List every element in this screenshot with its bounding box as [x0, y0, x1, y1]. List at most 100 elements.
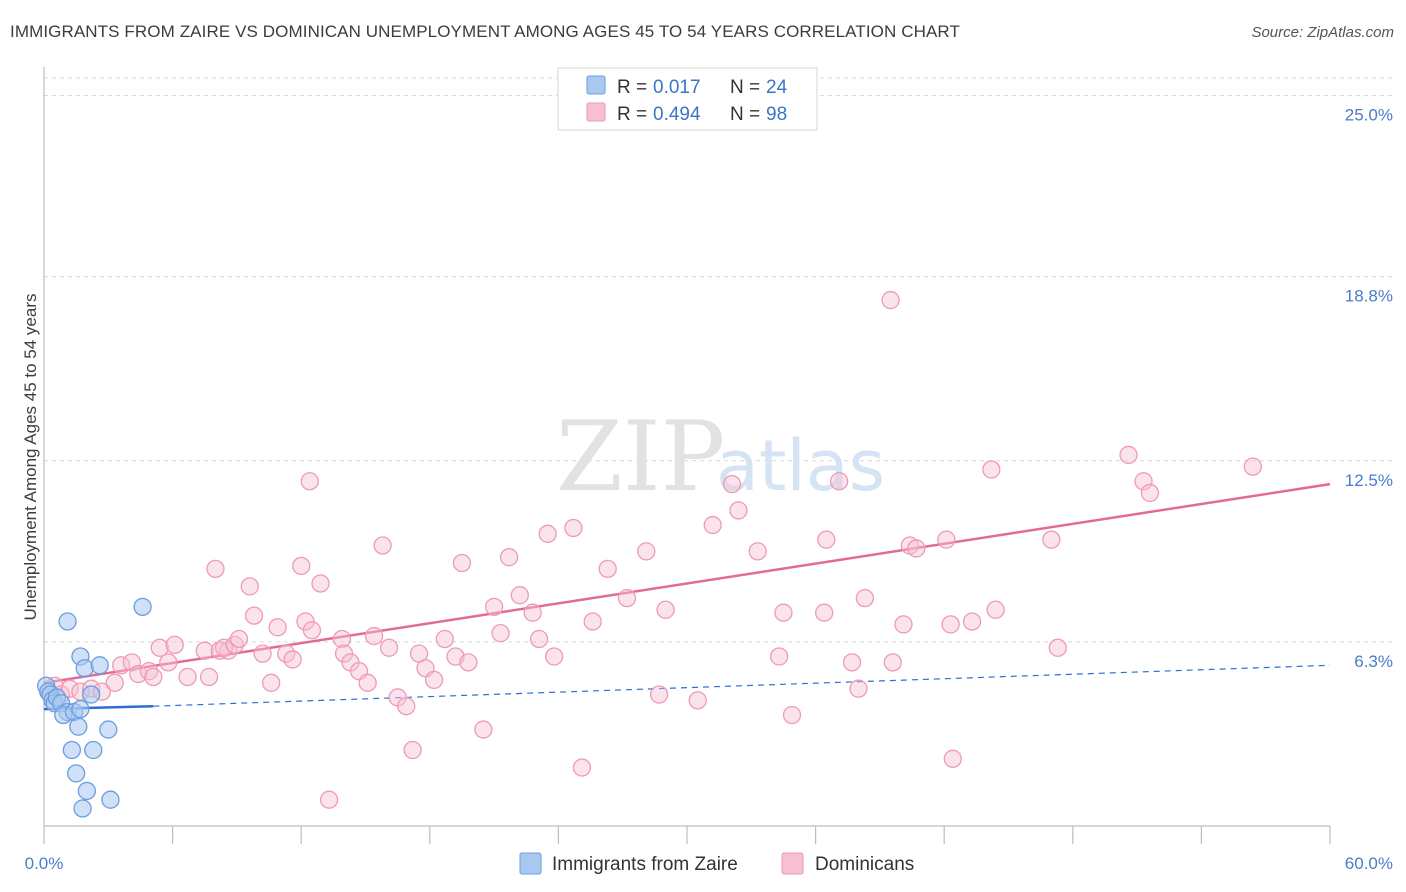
data-point-zaire [69, 717, 88, 736]
data-point-dominicans [722, 474, 742, 494]
data-point-zaire [67, 764, 86, 783]
data-point-dominicans [229, 629, 249, 649]
data-point-dominicans [1048, 638, 1067, 657]
data-point-dominicans [112, 656, 131, 675]
data-point-zaire [71, 699, 90, 719]
data-point-dominicans [283, 650, 302, 669]
data-point-dominicans [300, 472, 319, 491]
data-point-dominicans [849, 679, 868, 698]
data-point-dominicans [268, 618, 287, 637]
data-point-dominicans [397, 697, 416, 716]
data-point-dominicans [122, 653, 142, 672]
data-point-dominicans [332, 629, 352, 649]
data-point-dominicans [129, 664, 148, 684]
y-tick-label: 18.8% [1345, 287, 1393, 306]
data-point-dominicans [459, 653, 478, 672]
data-point-zaire [82, 685, 101, 704]
legend-n-label-zaire: N = [730, 77, 760, 98]
bottom-legend-label-zaire: Immigrants from Zaire [552, 854, 738, 875]
data-point-dominicans [1119, 445, 1138, 465]
y-tick-label: 6.3% [1354, 652, 1393, 671]
data-point-dominicans [962, 612, 982, 631]
data-point-dominicans [842, 653, 862, 672]
data-point-dominicans [474, 720, 493, 739]
legend-swatch-zaire [586, 75, 606, 95]
data-point-dominicans [883, 653, 902, 672]
data-point-dominicans [240, 577, 259, 596]
legend-r-label-dominicans: R = [617, 104, 647, 125]
watermark-atlas: atlas [716, 425, 885, 507]
legend-r-value-dominicans: 0.494 [653, 104, 701, 125]
zaire-points [36, 597, 152, 818]
data-point-dominicans [703, 515, 722, 535]
data-point-dominicans [1243, 457, 1262, 476]
legend-r-value-zaire: 0.017 [653, 77, 701, 98]
bottom-legend-swatch-dominicans [781, 852, 804, 875]
data-point-zaire [90, 656, 109, 675]
data-point-dominicans [302, 621, 322, 640]
data-point-dominicans [195, 641, 214, 660]
data-point-dominicans [774, 603, 793, 622]
data-point-dominicans [815, 603, 834, 622]
trend-line-dominicans [43, 482, 1331, 685]
data-point-dominicans [165, 635, 184, 654]
data-point-zaire [62, 740, 82, 760]
data-point-dominicans [373, 536, 392, 555]
data-point-dominicans [907, 539, 926, 558]
gridlines [44, 77, 1393, 643]
data-point-dominicans [986, 600, 1005, 619]
data-point-dominicans [358, 673, 377, 692]
data-point-dominicans [1134, 472, 1153, 491]
data-point-dominicans [1140, 483, 1160, 503]
data-point-dominicans [941, 615, 960, 634]
data-point-dominicans [60, 679, 79, 698]
watermark: ZIP atlas [556, 401, 885, 513]
y-tick-label: 25.0% [1345, 106, 1393, 125]
bottom-legend-label-dominicans: Dominicans [815, 854, 914, 875]
data-point-dominicans [199, 667, 219, 687]
data-point-dominicans [617, 588, 637, 608]
source-label: Source: ZipAtlas.com [1251, 24, 1394, 41]
data-point-dominicans [484, 597, 504, 617]
data-point-dominicans [435, 629, 454, 649]
data-point-dominicans [150, 638, 169, 657]
trend-line-zaire-projection [153, 664, 1331, 707]
data-point-dominicans [159, 653, 178, 672]
data-point-dominicans [510, 586, 529, 605]
data-point-dominicans [253, 644, 272, 663]
data-point-dominicans [311, 574, 330, 593]
data-point-zaire [101, 790, 120, 809]
data-point-dominicans [564, 518, 583, 538]
data-point-dominicans [105, 673, 124, 692]
data-point-dominicans [782, 705, 802, 725]
data-point-dominicans [729, 501, 748, 520]
data-point-dominicans [583, 612, 602, 631]
legend-n-value-zaire: 24 [766, 77, 788, 98]
data-point-dominicans [262, 673, 281, 692]
data-point-dominicans [637, 542, 656, 561]
data-point-dominicans [403, 740, 422, 760]
data-point-dominicans [144, 667, 163, 687]
data-point-dominicans [544, 647, 564, 666]
data-point-dominicans [855, 588, 875, 608]
data-point-dominicans [379, 638, 399, 657]
data-point-zaire [133, 597, 152, 617]
data-point-dominicans [770, 647, 789, 666]
x-tick-label-min: 0.0% [25, 854, 64, 873]
data-point-dominicans [523, 603, 542, 622]
data-point-zaire [84, 740, 103, 760]
legend-n-label-dominicans: N = [730, 104, 760, 125]
data-point-zaire [75, 659, 94, 678]
data-point-dominicans [943, 749, 962, 768]
legend-r-label-zaire: R = [617, 77, 647, 98]
data-point-dominicans [292, 556, 311, 576]
data-point-dominicans [529, 629, 549, 649]
data-point-dominicans [937, 530, 956, 549]
legend-n-value-dominicans: 98 [766, 104, 787, 125]
legend-swatch-dominicans [586, 102, 606, 122]
data-point-dominicans [656, 600, 675, 619]
data-point-dominicans [424, 670, 444, 690]
data-point-dominicans [598, 559, 617, 579]
tick-labels: 6.3% 12.5% 18.8% 25.0% 0.0% 60.0% [25, 106, 1393, 873]
